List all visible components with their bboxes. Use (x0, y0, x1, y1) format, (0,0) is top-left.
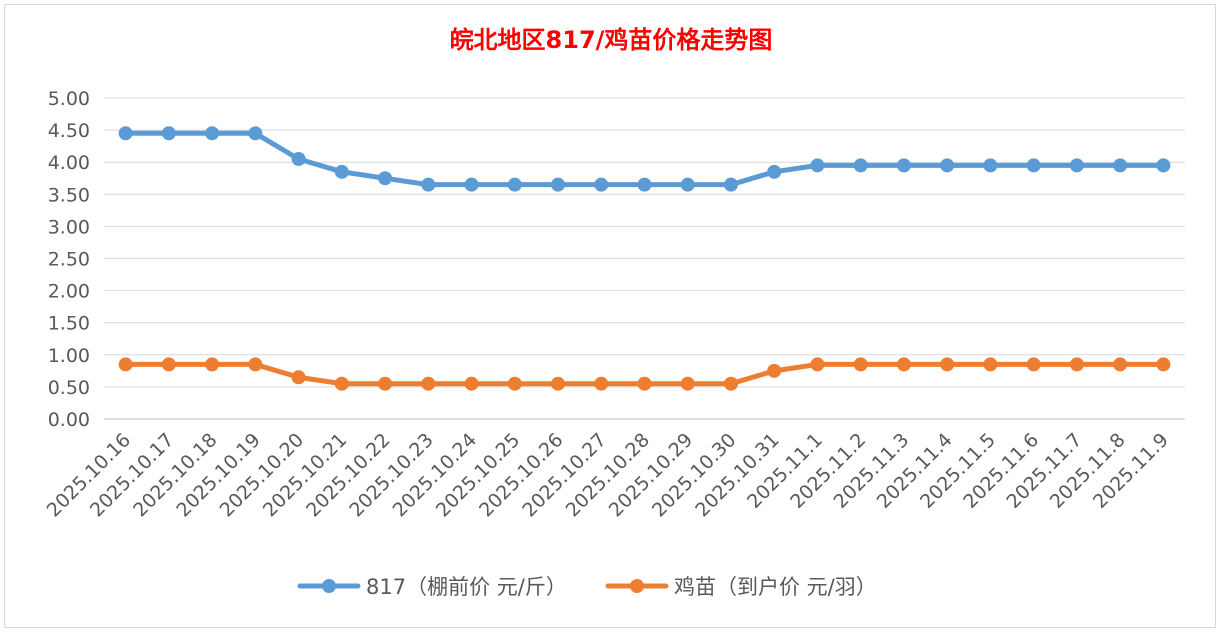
chart-frame (4, 4, 1216, 628)
